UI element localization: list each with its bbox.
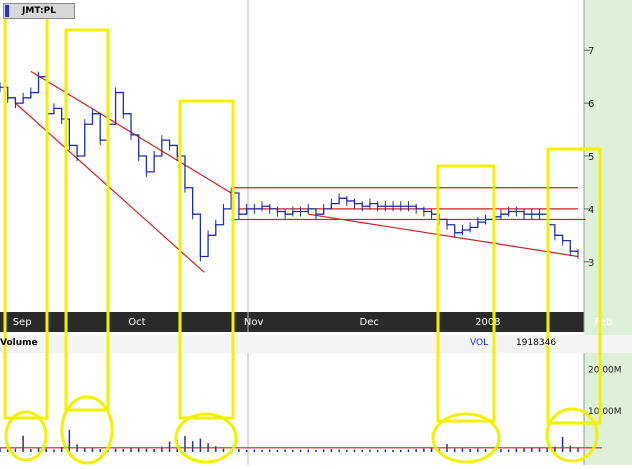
ticker-label[interactable]: JMT:PL <box>3 3 75 19</box>
volume-tick-label: 20.00M <box>588 365 622 375</box>
highlight-box-jan <box>436 164 496 423</box>
volume-header-band <box>0 335 632 353</box>
right-margin-background <box>584 0 632 465</box>
highlight-box-late-sep <box>64 28 110 412</box>
volume-circle-jan <box>431 412 501 464</box>
highlight-box-oct <box>178 99 235 420</box>
x-tick-label: Oct <box>128 317 145 328</box>
x-tick-label: Nov <box>244 317 264 328</box>
vol-tag: VOL <box>470 338 489 348</box>
volume-circle-feb <box>545 407 599 463</box>
x-tick-label: Sep <box>13 317 32 328</box>
x-tick-label: Dec <box>360 317 379 328</box>
price-tick-label: 6 <box>588 99 594 110</box>
highlight-box-feb <box>546 147 602 425</box>
volume-header: Volume VOL 1918346 <box>0 335 632 351</box>
volume-circle-oct <box>174 412 238 464</box>
volume-label: Volume <box>0 338 38 348</box>
price-tick-label: 4 <box>588 205 594 216</box>
volume-circle-sep <box>4 410 48 462</box>
volume-circle-late-sep <box>60 395 114 465</box>
trend-line <box>308 213 579 258</box>
x-tick-label: Feb <box>595 317 613 328</box>
volume-tick-label: 10.00M <box>588 407 622 417</box>
ticker-color-flag <box>5 5 9 17</box>
price-tick-label: 5 <box>588 152 594 163</box>
price-tick-label: 3 <box>588 258 594 269</box>
price-tick-label: 7 <box>588 46 594 57</box>
vol-value: 1918346 <box>516 338 557 348</box>
x-tick-label: 2008 <box>475 317 500 328</box>
